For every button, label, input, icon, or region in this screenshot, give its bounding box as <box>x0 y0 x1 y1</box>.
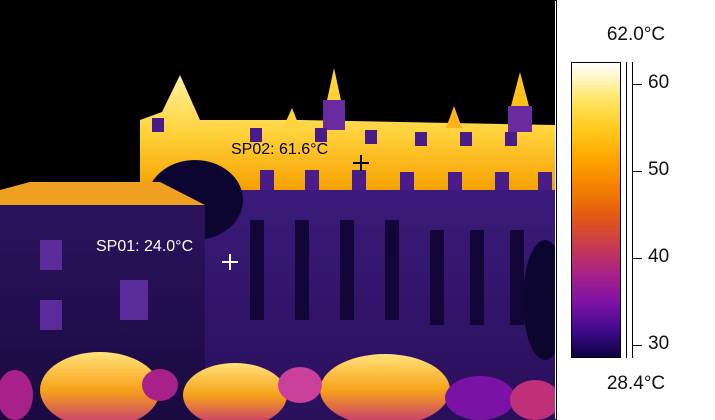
main-roof <box>140 75 555 190</box>
scale-tick-label: 30 <box>648 333 670 354</box>
scale-tick <box>632 171 642 172</box>
scale-tick <box>632 84 642 85</box>
scale-axis-line <box>626 62 627 358</box>
spire <box>283 108 300 128</box>
spot-marker-sp01 <box>222 254 238 270</box>
scale-tick-label: 60 <box>648 72 670 93</box>
scale-axis-line <box>632 62 633 358</box>
scale-max-label: 62.0°C <box>606 24 666 45</box>
scale-tick-label: 50 <box>648 159 670 180</box>
colorbar <box>571 62 621 358</box>
left-roof <box>0 182 205 205</box>
spot-label-sp01: SP01: 24.0°C <box>96 238 194 255</box>
scale-tick <box>632 258 642 259</box>
thermal-scene <box>0 68 555 420</box>
spot-label-sp02: SP02: 61.6°C <box>231 141 329 158</box>
parked-cars <box>0 352 555 420</box>
spot-marker-sp02 <box>353 155 369 171</box>
temperature-scale-panel: 62.0°C 60 50 40 30 28.4°C <box>556 0 715 420</box>
spire <box>446 106 462 128</box>
spire <box>510 72 530 110</box>
thermal-image: SP01: 24.0°C SP02: 61.6°C <box>0 0 555 420</box>
scale-tick-label: 40 <box>648 246 670 267</box>
scale-min-label: 28.4°C <box>606 373 666 394</box>
spire <box>326 68 342 105</box>
scale-tick <box>632 345 642 346</box>
